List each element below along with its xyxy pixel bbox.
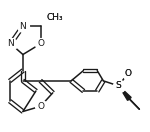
Text: S: S [116, 81, 122, 90]
Text: O: O [124, 69, 131, 78]
Polygon shape [119, 86, 131, 100]
Text: CH₃: CH₃ [46, 13, 63, 22]
Text: CH₃: CH₃ [46, 13, 63, 22]
Text: O: O [37, 102, 44, 111]
Text: N: N [7, 39, 14, 48]
Text: S: S [116, 81, 122, 90]
Text: O: O [124, 69, 131, 78]
Text: O: O [37, 39, 44, 48]
Text: N: N [20, 22, 26, 31]
